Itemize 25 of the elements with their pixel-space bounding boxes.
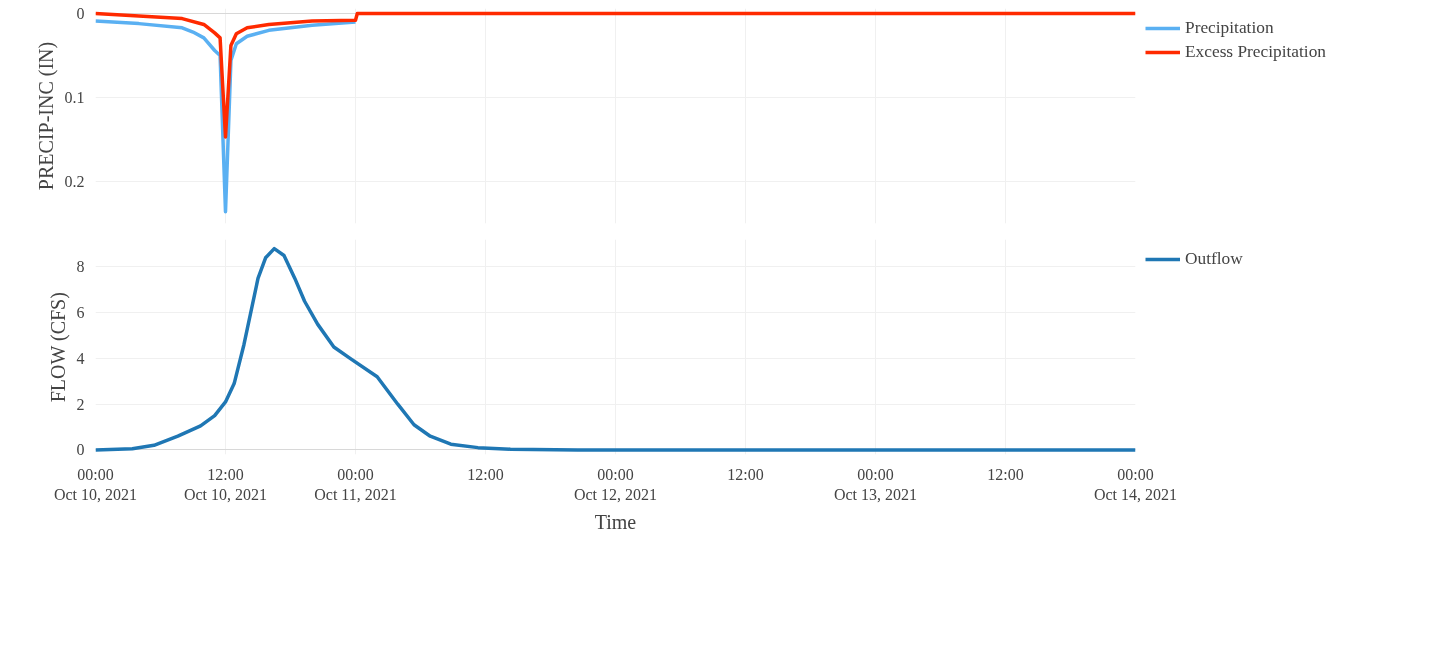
line-series — [95, 246, 1136, 452]
line-series — [95, 11, 1136, 139]
y-tick-label: 6 — [76, 304, 85, 322]
y-tick-label: 0 — [76, 441, 85, 459]
x-tick-label: 12:00 — [467, 465, 504, 483]
y-axis-title: FLOW (CFS) — [46, 292, 70, 403]
y-tick-label: 0.1 — [64, 89, 85, 107]
legend-label: Outflow — [1185, 249, 1243, 269]
x-tick-label: 00:00 Oct 12, 2021 — [573, 465, 658, 503]
x-axis-title: Time — [594, 510, 637, 533]
y-tick-label: 8 — [76, 258, 85, 276]
legend-label: Precipitation — [1185, 18, 1274, 38]
y-tick-label: 0 — [76, 5, 85, 23]
x-tick-label: 00:00 Oct 14, 2021 — [1093, 465, 1178, 503]
x-tick-label: 00:00 Oct 13, 2021 — [833, 465, 918, 503]
x-tick-label: 12:00 — [987, 465, 1024, 483]
x-tick-label: 00:00 Oct 10, 2021 — [53, 465, 138, 503]
y-tick-label: 0.2 — [64, 173, 85, 191]
x-tick-label: 12:00 — [727, 465, 764, 483]
y-tick-label: 2 — [76, 395, 85, 413]
y-axis-title: PRECIP-INC (IN) — [34, 41, 58, 191]
x-tick-label: 12:00 Oct 10, 2021 — [183, 465, 268, 503]
x-tick-label: 00:00 Oct 11, 2021 — [314, 465, 397, 503]
legend-label: Excess Precipitation — [1185, 42, 1326, 62]
y-tick-label: 4 — [76, 349, 85, 367]
